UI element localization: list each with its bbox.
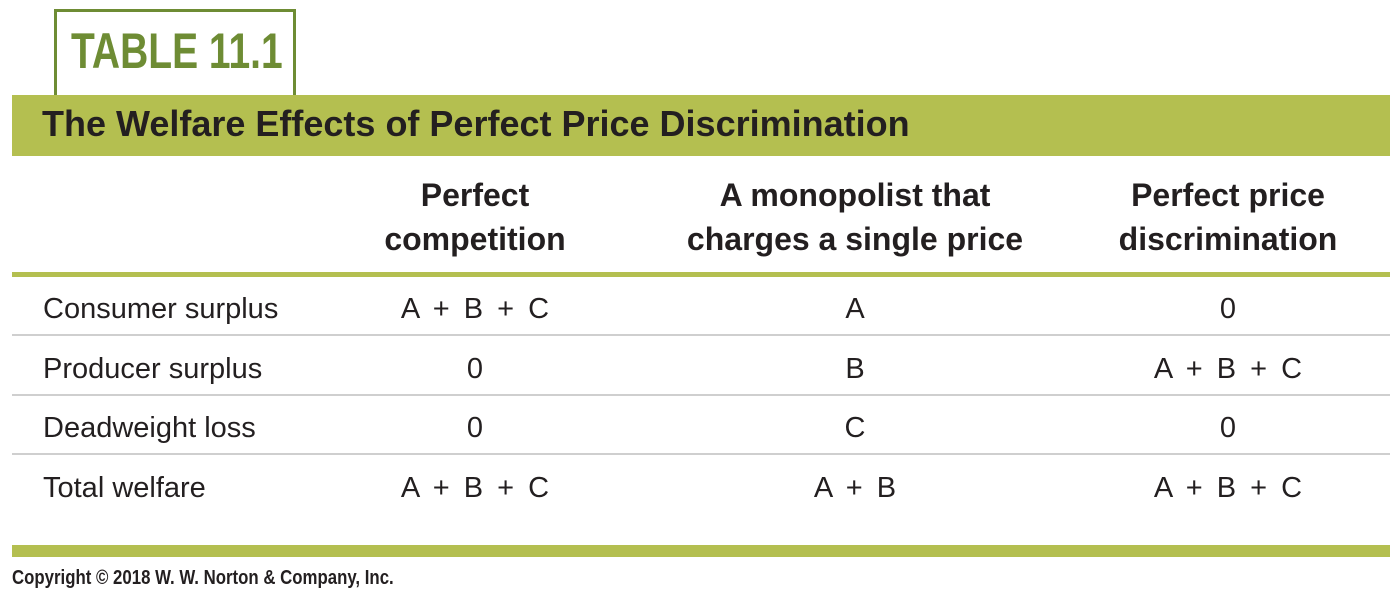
- table-cell: A + B + C: [1153, 353, 1303, 385]
- row-divider: [12, 453, 1390, 455]
- table-cell: A + B + C: [1153, 472, 1303, 504]
- row-label: Total welfare: [43, 472, 206, 504]
- row-label: Consumer surplus: [43, 293, 279, 325]
- row-label: Producer surplus: [43, 353, 263, 385]
- table-cell: A + B: [813, 472, 897, 504]
- table-cell: 0: [466, 353, 484, 385]
- title-bar: The Welfare Effects of Perfect Price Dis…: [12, 95, 1390, 156]
- table-cell: A: [845, 293, 865, 325]
- table-cell: C: [844, 412, 866, 444]
- table-cell: B: [845, 353, 865, 385]
- table-cell: 0: [1219, 412, 1237, 444]
- column-header-line: charges a single price: [686, 221, 1024, 257]
- table-row: Producer surplus 0 B A + B + C: [0, 339, 1400, 399]
- row-label: Deadweight loss: [43, 412, 256, 444]
- header-divider: [12, 272, 1390, 277]
- column-header-line: discrimination: [1118, 221, 1338, 257]
- column-header-monopolist: A monopolist that charges a single price: [670, 173, 1040, 261]
- table-row: Deadweight loss 0 C 0: [0, 398, 1400, 458]
- column-header-price-discrimination: Perfect price discrimination: [1100, 173, 1356, 261]
- table-cell: 0: [1219, 293, 1237, 325]
- table-cell: A + B + C: [400, 472, 550, 504]
- column-header-perfect-competition: Perfect competition: [370, 173, 580, 261]
- table-number: TABLE 11.1: [71, 23, 283, 79]
- table-row: Total welfare A + B + C A + B A + B + C: [0, 458, 1400, 518]
- row-divider: [12, 394, 1390, 396]
- copyright-notice: Copyright © 2018 W. W. Norton & Company,…: [12, 567, 394, 589]
- table-cell: 0: [466, 412, 484, 444]
- row-divider: [12, 334, 1390, 336]
- table-number-badge: TABLE 11.1: [54, 9, 296, 95]
- table-title: The Welfare Effects of Perfect Price Dis…: [42, 103, 910, 144]
- column-header-line: competition: [384, 221, 566, 257]
- column-header-line: Perfect price: [1131, 177, 1325, 213]
- column-header-line: Perfect: [420, 177, 530, 213]
- footer-bar: [12, 545, 1390, 557]
- table-cell: A + B + C: [400, 293, 550, 325]
- table-row: Consumer surplus A + B + C A 0: [0, 279, 1400, 339]
- column-header-line: A monopolist that: [719, 177, 991, 213]
